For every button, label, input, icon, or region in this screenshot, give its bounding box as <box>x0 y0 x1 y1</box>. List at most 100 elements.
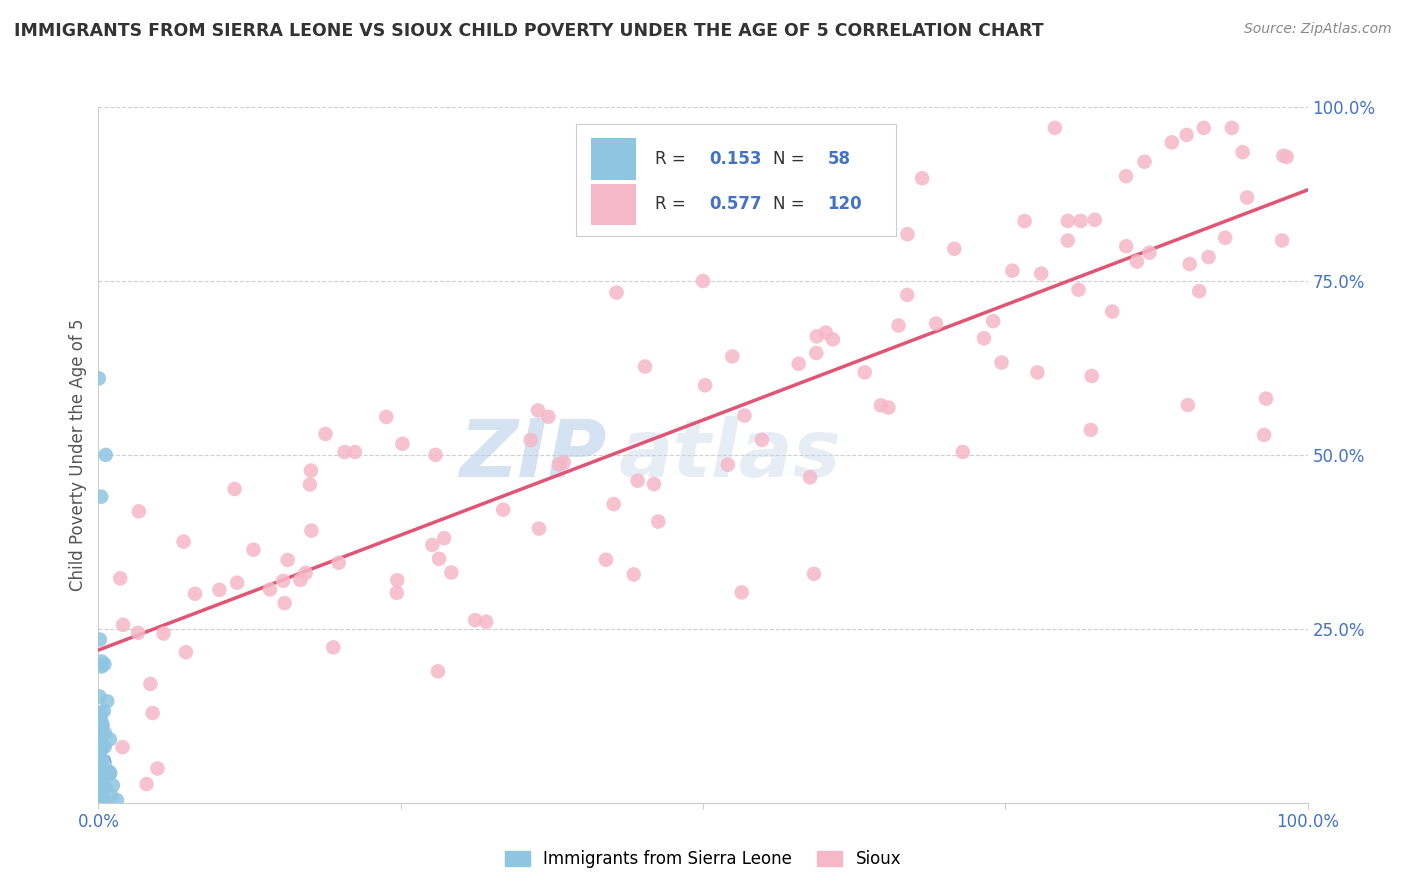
Point <box>602 497 624 511</box>
Point <box>90 757 112 772</box>
Text: 0.577: 0.577 <box>709 195 762 213</box>
Point <box>91 718 114 732</box>
Point <box>427 551 450 566</box>
Point <box>290 573 312 587</box>
Point <box>94 726 117 740</box>
Point <box>1043 120 1066 135</box>
Point <box>1115 169 1137 184</box>
Point <box>90 717 112 731</box>
Point <box>273 596 295 610</box>
Point <box>142 706 165 720</box>
Legend: Immigrants from Sierra Leone, Sioux: Immigrants from Sierra Leone, Sioux <box>498 844 908 875</box>
Point <box>806 346 828 360</box>
Text: N =: N = <box>773 195 810 213</box>
Point <box>1160 136 1182 150</box>
Point <box>1253 428 1275 442</box>
Point <box>643 477 665 491</box>
Point <box>91 718 114 732</box>
Point <box>1014 214 1036 228</box>
Point <box>139 677 162 691</box>
Point <box>1067 283 1090 297</box>
Point <box>90 794 112 808</box>
Point <box>110 571 132 585</box>
Point <box>91 778 114 792</box>
Point <box>90 764 112 778</box>
Point <box>100 789 122 803</box>
Point <box>433 531 456 545</box>
Point <box>1101 304 1123 318</box>
Point <box>1031 267 1053 281</box>
Point <box>1081 369 1104 384</box>
Point <box>911 171 934 186</box>
Y-axis label: Child Poverty Under the Age of 5: Child Poverty Under the Age of 5 <box>69 318 87 591</box>
Point <box>93 769 115 783</box>
Point <box>299 464 322 478</box>
Point <box>440 566 463 580</box>
Point <box>1056 214 1078 228</box>
Point <box>87 750 110 764</box>
Point <box>1115 239 1137 253</box>
Point <box>87 371 110 385</box>
Point <box>127 625 149 640</box>
Point <box>208 582 231 597</box>
Point <box>1272 149 1295 163</box>
Point <box>93 657 115 672</box>
Point <box>803 566 825 581</box>
Point <box>733 409 755 423</box>
Point <box>277 553 299 567</box>
Point <box>314 426 336 441</box>
Point <box>91 770 114 784</box>
Point <box>152 626 174 640</box>
Point <box>93 765 115 780</box>
Point <box>1175 128 1198 142</box>
Point <box>90 659 112 673</box>
Point <box>606 285 628 300</box>
Point <box>271 574 294 588</box>
Point <box>98 732 121 747</box>
Point <box>91 765 114 780</box>
FancyBboxPatch shape <box>576 124 897 235</box>
Point <box>387 573 409 587</box>
Point <box>93 739 115 754</box>
Text: 120: 120 <box>828 195 862 213</box>
Point <box>1026 366 1049 380</box>
Point <box>870 398 893 412</box>
Point <box>814 326 837 340</box>
Text: 58: 58 <box>828 150 851 169</box>
Point <box>1188 284 1211 298</box>
Point <box>91 793 114 807</box>
Point <box>135 777 157 791</box>
Point <box>1137 245 1160 260</box>
Point <box>294 566 316 580</box>
Point <box>695 378 717 392</box>
Point <box>259 582 281 597</box>
Point <box>111 740 134 755</box>
Point <box>89 632 111 647</box>
Point <box>112 618 135 632</box>
Point <box>89 690 111 704</box>
Point <box>385 586 408 600</box>
Point <box>98 767 121 781</box>
Point <box>1177 398 1199 412</box>
Point <box>751 433 773 447</box>
Point <box>242 542 264 557</box>
Point <box>1254 392 1277 406</box>
Text: atlas: atlas <box>619 416 841 494</box>
Point <box>1133 154 1156 169</box>
Point <box>1198 250 1220 264</box>
Point <box>647 515 669 529</box>
Point <box>426 665 449 679</box>
Text: R =: R = <box>655 150 690 169</box>
Point <box>333 445 356 459</box>
Point <box>547 458 569 472</box>
Point <box>1001 263 1024 277</box>
Point <box>89 743 111 757</box>
Point <box>91 777 114 791</box>
Point <box>89 730 111 744</box>
Point <box>787 357 810 371</box>
Point <box>925 317 948 331</box>
Point <box>527 522 550 536</box>
Point <box>821 333 844 347</box>
Point <box>1192 120 1215 135</box>
Point <box>527 403 550 417</box>
